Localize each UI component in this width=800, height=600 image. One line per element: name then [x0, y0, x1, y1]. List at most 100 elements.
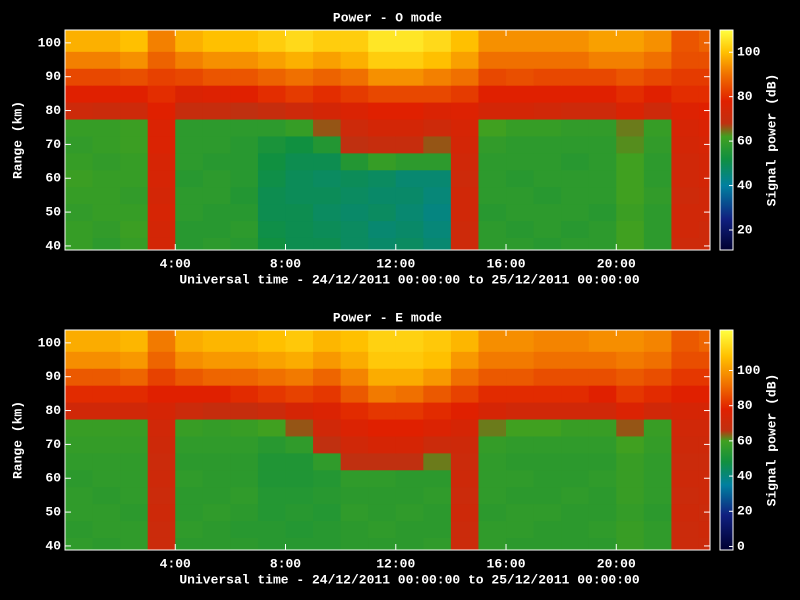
heatmap-cell [285, 186, 314, 205]
heatmap-cell [285, 503, 314, 522]
heatmap-cell [643, 452, 672, 471]
heatmap-cell [92, 237, 121, 250]
heatmap-cell [671, 68, 700, 86]
heatmap-cell [561, 435, 590, 454]
heatmap-cell [506, 469, 535, 488]
heatmap-cell [175, 435, 204, 454]
heatmap-cell [202, 385, 231, 403]
heatmap-cell [533, 330, 562, 352]
heatmap-cell [616, 135, 645, 154]
heatmap-cell [533, 486, 562, 505]
heatmap-cell [643, 51, 672, 69]
heatmap-cell [65, 452, 94, 471]
heatmap-cell [450, 503, 479, 522]
heatmap-cell [506, 452, 535, 471]
heatmap-cell [285, 419, 314, 437]
colorbar-tick-label: 40 [737, 178, 753, 193]
heatmap-cell [506, 385, 535, 403]
heatmap-cell [175, 85, 204, 103]
heatmap-cell [147, 203, 176, 222]
heatmap-cell [257, 203, 287, 222]
heatmap-cell [368, 537, 397, 550]
heatmap-cell [395, 469, 424, 488]
heatmap-cell [147, 503, 176, 522]
heatmap-cell [643, 220, 672, 238]
heatmap-cell [506, 220, 535, 238]
heatmap-cell [423, 186, 452, 205]
heatmap-cell [202, 402, 231, 420]
heatmap-cell [230, 419, 259, 437]
heatmap-cell [230, 203, 259, 222]
heatmap-cell [423, 85, 452, 103]
heatmap-cell [257, 402, 287, 420]
heatmap-cell [616, 186, 645, 205]
heatmap-cell [616, 85, 645, 103]
heatmap-cell [285, 203, 314, 222]
colorbar-tick-label: 40 [737, 469, 753, 484]
heatmap-cell [671, 135, 700, 154]
heatmap-cell [257, 351, 287, 369]
heatmap-cell [285, 520, 314, 538]
heatmap-cell [395, 330, 424, 352]
heatmap-cell [313, 330, 342, 352]
heatmap-cell [698, 237, 710, 250]
heatmap-cell [340, 385, 369, 403]
heatmap-cell [340, 351, 369, 369]
heatmap-cell [175, 203, 204, 222]
heatmap-cell [478, 419, 507, 437]
colorbar-label: Signal power (dB) [764, 74, 779, 207]
colorbar-tick-label: 60 [737, 433, 753, 448]
heatmap-cell [65, 368, 94, 386]
colorbar-tick-label: 100 [737, 363, 761, 378]
heatmap-cell [616, 30, 645, 52]
heatmap-cell [698, 419, 710, 437]
heatmap-cell [175, 220, 204, 238]
heatmap-cell [202, 68, 231, 86]
heatmap-cell [120, 30, 149, 52]
heatmap-cell [340, 203, 369, 222]
heatmap-cell [588, 351, 617, 369]
heatmap-cell [671, 520, 700, 538]
heatmap-cell [643, 119, 672, 137]
heatmap-cell [506, 51, 535, 69]
heatmap-cell [230, 51, 259, 69]
heatmap-cell [643, 368, 672, 386]
heatmap-cell [671, 220, 700, 238]
heatmap-cell [533, 220, 562, 238]
heatmap-cell [92, 351, 121, 369]
heatmap-cell [478, 30, 507, 52]
heatmap-cell [616, 419, 645, 437]
heatmap-cell [561, 368, 590, 386]
heatmap-cell [450, 351, 479, 369]
heatmap-cell [202, 135, 231, 154]
heatmap-cell [65, 237, 94, 250]
y-tick-label: 80 [45, 403, 61, 418]
heatmap-cell [561, 537, 590, 550]
heatmap-cell [175, 169, 204, 188]
heatmap-cell [313, 135, 342, 154]
x-tick-label: 12:00 [376, 256, 415, 271]
heatmap-cell [285, 51, 314, 69]
heatmap-cell [340, 520, 369, 538]
heatmap-cell [395, 51, 424, 69]
heatmap-cell [340, 402, 369, 420]
heatmap-cell [175, 51, 204, 69]
heatmap-cell [698, 452, 710, 471]
y-tick-label: 50 [45, 505, 61, 520]
heatmap-cell [368, 435, 397, 454]
heatmap-cell [202, 152, 231, 171]
heatmap-cell [506, 486, 535, 505]
heatmap-cell [368, 51, 397, 69]
y-tick-label: 80 [45, 103, 61, 118]
heatmap-cell [120, 435, 149, 454]
heatmap-cell [368, 169, 397, 188]
heatmap-cell [588, 435, 617, 454]
heatmap-cell [561, 169, 590, 188]
heatmap-cell [671, 503, 700, 522]
heatmap-cell [92, 486, 121, 505]
heatmap-cell [202, 537, 231, 550]
heatmap-cell [588, 419, 617, 437]
heatmap-cell [285, 169, 314, 188]
y-axis-label: Range (km) [10, 101, 25, 179]
heatmap-cell [65, 169, 94, 188]
